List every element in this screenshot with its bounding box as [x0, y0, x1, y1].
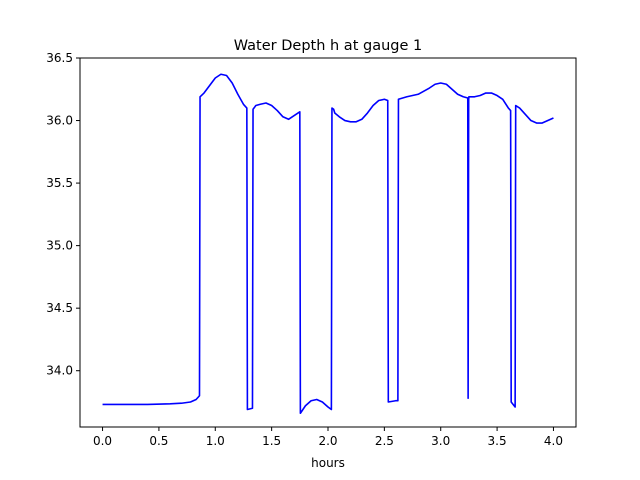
- plot-area: [80, 58, 576, 427]
- y-tick-label: 34.5: [46, 301, 73, 315]
- y-tick-label: 35.5: [46, 176, 73, 190]
- x-axis-label: hours: [311, 456, 345, 470]
- x-tick-label: 1.0: [206, 434, 225, 448]
- x-tick-label: 2.0: [318, 434, 337, 448]
- y-tick-label: 35.0: [46, 239, 73, 253]
- y-tick-label: 36.0: [46, 114, 73, 128]
- x-tick-label: 3.5: [488, 434, 507, 448]
- x-tick-label: 4.0: [544, 434, 563, 448]
- x-tick-label: 0.0: [93, 434, 112, 448]
- y-tick-label: 36.5: [46, 51, 73, 65]
- y-tick-label: 34.0: [46, 364, 73, 378]
- x-tick-label: 0.5: [149, 434, 168, 448]
- x-tick-label: 2.5: [375, 434, 394, 448]
- series-layer: [102, 73, 554, 415]
- x-axis-ticks: 0.0 0.5 1.0 1.5 2.0 2.5 3.0 3.5 4.0: [93, 427, 563, 448]
- y-axis-ticks: 34.0 34.5 35.0 35.5 36.0 36.5: [46, 51, 80, 378]
- series-line-0: [102, 73, 554, 415]
- x-tick-label: 3.0: [431, 434, 450, 448]
- axes-frame: [79, 57, 577, 428]
- chart-title: Water Depth h at gauge 1: [234, 38, 422, 54]
- x-tick-label: 1.5: [262, 434, 281, 448]
